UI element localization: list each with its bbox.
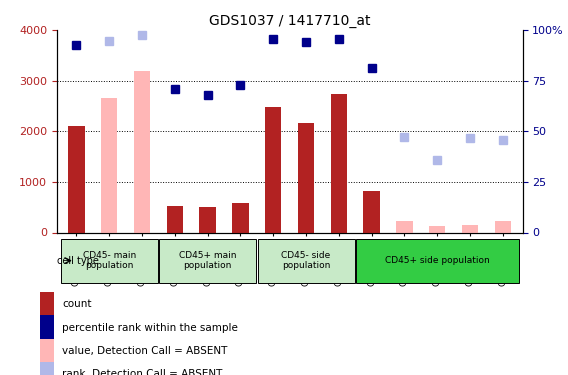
Bar: [429, 226, 445, 232]
Bar: [265, 107, 282, 232]
Text: value, Detection Call = ABSENT: value, Detection Call = ABSENT: [62, 346, 228, 356]
Text: percentile rank within the sample: percentile rank within the sample: [62, 322, 239, 333]
Text: CD45- main
population: CD45- main population: [83, 251, 136, 270]
Bar: [199, 207, 216, 232]
Bar: [232, 203, 249, 232]
Bar: [101, 98, 118, 232]
FancyBboxPatch shape: [159, 239, 256, 283]
Bar: [40, 362, 54, 375]
Text: CD45+ main
population: CD45+ main population: [179, 251, 236, 270]
Text: cell type: cell type: [57, 256, 99, 266]
Bar: [68, 126, 85, 232]
Bar: [40, 292, 54, 316]
Bar: [40, 339, 54, 363]
Text: count: count: [62, 299, 92, 309]
Bar: [495, 221, 511, 232]
Bar: [462, 225, 478, 232]
FancyBboxPatch shape: [356, 239, 519, 283]
Bar: [298, 123, 314, 232]
FancyBboxPatch shape: [61, 239, 158, 283]
Bar: [331, 94, 347, 232]
Text: CD45- side
population: CD45- side population: [282, 251, 331, 270]
Text: CD45+ side population: CD45+ side population: [385, 256, 490, 265]
Title: GDS1037 / 1417710_at: GDS1037 / 1417710_at: [209, 13, 370, 28]
Bar: [396, 221, 413, 232]
Bar: [166, 206, 183, 232]
FancyBboxPatch shape: [257, 239, 354, 283]
Bar: [134, 70, 151, 232]
Text: rank, Detection Call = ABSENT: rank, Detection Call = ABSENT: [62, 369, 223, 375]
Bar: [364, 191, 380, 232]
Bar: [40, 315, 54, 340]
